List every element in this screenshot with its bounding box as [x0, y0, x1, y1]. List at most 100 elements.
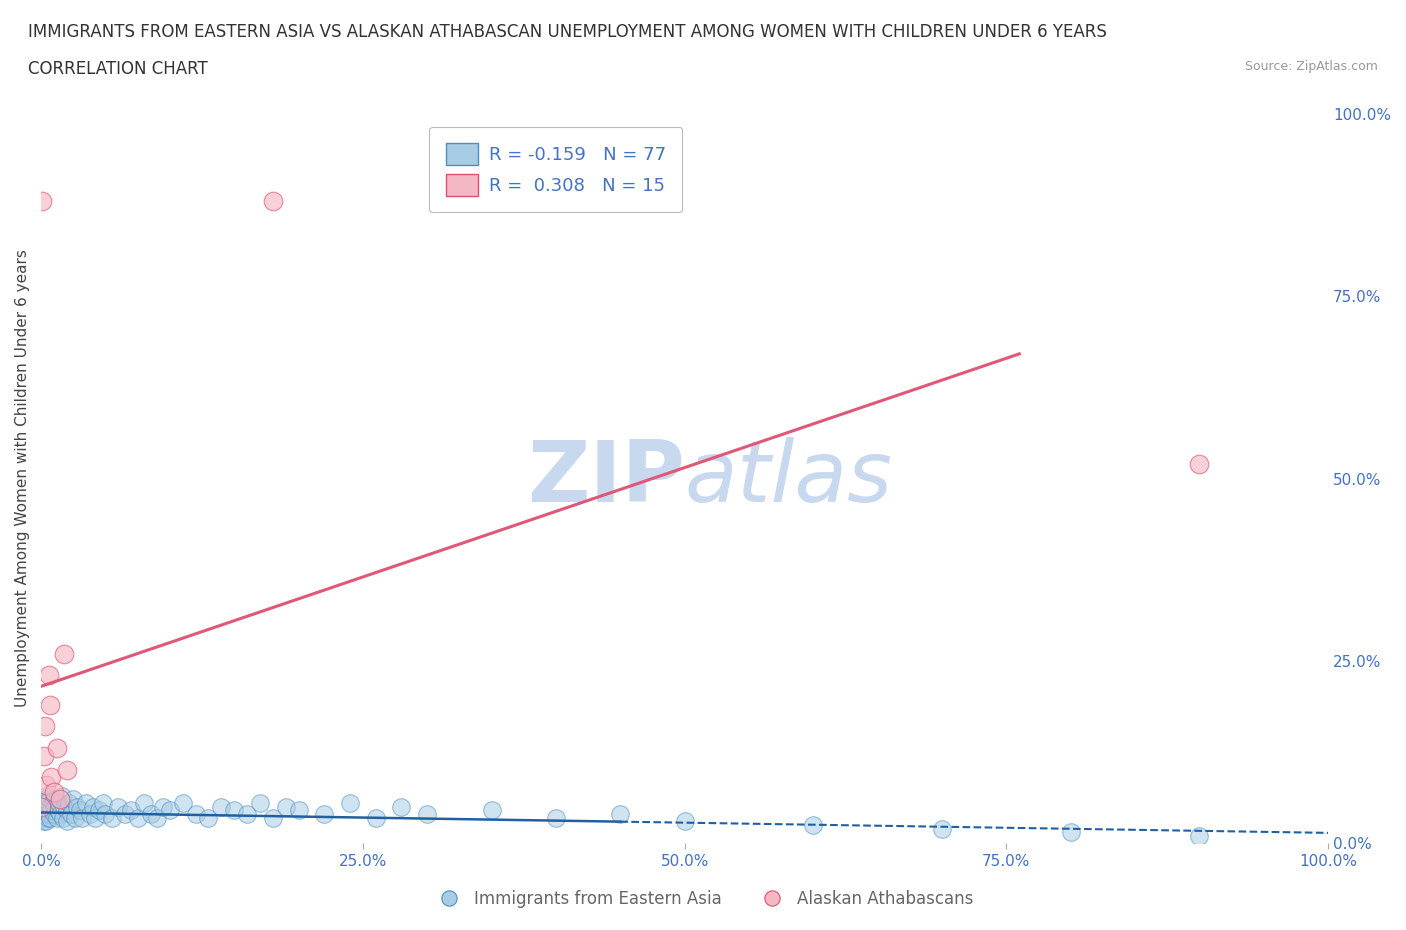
Point: [45, 741, 67, 756]
Point: [32, 748, 55, 763]
Point: [56, 763, 79, 777]
Point: [72, 810, 94, 825]
Point: [62, 792, 84, 807]
Point: [46, 803, 69, 817]
Point: [82, 799, 104, 814]
Point: [31, 194, 53, 209]
Point: [41, 795, 63, 810]
Text: Source: ZipAtlas.com: Source: ZipAtlas.com: [1244, 60, 1378, 73]
Point: [224, 803, 246, 817]
Point: [91, 795, 114, 810]
Point: [34, 795, 56, 810]
Point: [35, 814, 58, 829]
Point: [38, 668, 60, 683]
Point: [391, 799, 413, 814]
Point: [37, 799, 59, 814]
Point: [34, 806, 56, 821]
Point: [49, 792, 72, 807]
Point: [69, 803, 91, 817]
Point: [39, 698, 62, 712]
Point: [416, 806, 439, 821]
Text: ZIP: ZIP: [527, 437, 685, 520]
Text: IMMIGRANTS FROM EASTERN ASIA VS ALASKAN ATHABASCAN UNEMPLOYMENT AMONG WOMEN WITH: IMMIGRANTS FROM EASTERN ASIA VS ALASKAN …: [28, 23, 1107, 41]
Point: [48, 795, 70, 810]
Point: [56, 814, 79, 829]
Point: [132, 795, 155, 810]
Point: [146, 810, 169, 825]
Text: atlas: atlas: [685, 437, 893, 520]
Point: [262, 194, 284, 209]
Point: [52, 810, 75, 825]
Point: [673, 814, 696, 829]
Point: [159, 803, 181, 817]
Point: [184, 806, 207, 821]
Point: [32, 792, 55, 807]
Point: [41, 803, 63, 817]
Point: [287, 803, 309, 817]
Point: [75, 795, 97, 810]
Point: [249, 795, 271, 810]
Point: [127, 810, 149, 825]
Point: [1060, 825, 1083, 840]
Point: [49, 806, 72, 821]
Point: [79, 806, 101, 821]
Point: [101, 810, 124, 825]
Point: [32, 803, 55, 817]
Point: [364, 810, 387, 825]
Point: [53, 799, 76, 814]
Point: [262, 810, 284, 825]
Point: [314, 806, 336, 821]
Point: [59, 806, 82, 821]
Point: [931, 821, 953, 836]
Point: [41, 770, 63, 785]
Point: [30, 806, 52, 821]
Point: [63, 810, 86, 825]
Legend: R = -0.159   N = 77, R =  0.308   N = 15: R = -0.159 N = 77, R = 0.308 N = 15: [429, 126, 682, 212]
Point: [32, 814, 55, 829]
Point: [53, 646, 76, 661]
Point: [197, 810, 219, 825]
Point: [107, 799, 129, 814]
Point: [120, 803, 142, 817]
Point: [58, 795, 80, 810]
Point: [31, 810, 53, 825]
Legend: Immigrants from Eastern Asia, Alaskan Athabascans: Immigrants from Eastern Asia, Alaskan At…: [426, 883, 980, 914]
Point: [42, 792, 65, 807]
Point: [45, 810, 67, 825]
Point: [1188, 457, 1211, 472]
Point: [30, 799, 52, 814]
Point: [609, 806, 631, 821]
Text: CORRELATION CHART: CORRELATION CHART: [28, 60, 208, 78]
Point: [44, 799, 66, 814]
Point: [84, 810, 107, 825]
Point: [87, 803, 110, 817]
Point: [35, 777, 58, 792]
Point: [34, 719, 56, 734]
Point: [38, 806, 60, 821]
Point: [39, 799, 62, 814]
Y-axis label: Unemployment Among Women with Children Under 6 years: Unemployment Among Women with Children U…: [15, 249, 30, 708]
Point: [51, 789, 73, 804]
Point: [35, 789, 58, 804]
Point: [544, 810, 567, 825]
Point: [38, 792, 60, 807]
Point: [152, 799, 174, 814]
Point: [66, 799, 89, 814]
Point: [1188, 829, 1211, 844]
Point: [274, 799, 297, 814]
Point: [56, 803, 79, 817]
Point: [94, 806, 117, 821]
Point: [37, 810, 59, 825]
Point: [236, 806, 259, 821]
Point: [39, 810, 62, 825]
Point: [42, 785, 65, 800]
Point: [114, 806, 136, 821]
Point: [801, 817, 824, 832]
Point: [209, 799, 232, 814]
Point: [139, 806, 162, 821]
Point: [31, 799, 53, 814]
Point: [42, 806, 65, 821]
Point: [172, 795, 194, 810]
Point: [481, 803, 503, 817]
Point: [339, 795, 361, 810]
